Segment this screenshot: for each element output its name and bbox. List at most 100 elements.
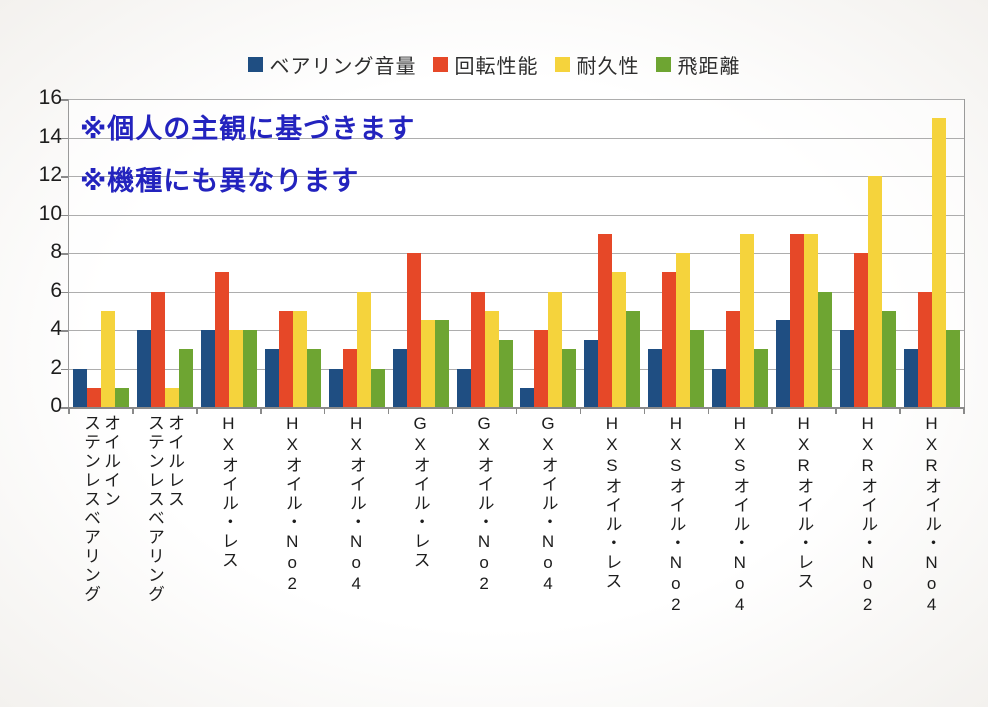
y-tick-label: 16 [38,86,62,109]
bar-耐久性-11 [804,233,819,407]
bar-耐久性-2 [228,330,243,407]
x-tick-mark [451,407,454,414]
bar-ベアリング音量-4 [328,368,343,407]
bar-ベアリング音量-11 [776,320,791,407]
legend-label: 回転性能 [454,56,539,78]
bar-回転性能-10 [726,310,741,407]
bar-飛距離-13 [946,330,961,407]
x-tick-mark [835,407,837,414]
bar-回転性能-11 [790,233,805,407]
x-tick-label: HXオイル・No2 [282,414,302,595]
bar-耐久性-4 [356,291,371,407]
x-tick-mark [899,407,901,414]
bar-耐久性-7 [548,291,563,407]
legend-swatch-icon [554,57,570,72]
gridline [69,214,964,216]
x-tick-label: HXオイル・レス [218,414,238,570]
bar-飛距離-5 [434,320,449,407]
y-axis-labels: 0 2 4 6 8 10 12 14 16 [0,0,62,707]
y-tick-label: 4 [50,317,62,340]
x-tick-mark [387,407,390,414]
bar-回転性能-13 [918,291,933,407]
legend-item: 耐久性 [554,50,640,79]
x-tick-label: GXオイル・No2 [474,414,494,595]
x-tick-label: オイルイン ステンレスベアリング [80,414,120,604]
bar-飛距離-10 [754,349,769,407]
bar-回転性能-0 [86,387,101,407]
bar-飛距離-0 [114,387,129,407]
y-tick-mark [61,291,68,293]
bar-回転性能-3 [278,310,293,407]
y-tick-mark [61,407,68,409]
gridline [69,330,964,331]
bar-回転性能-5 [406,253,421,407]
legend-label: 飛距離 [677,56,741,78]
bar-飛距離-12 [882,310,897,407]
gridline [69,368,964,370]
bar-耐久性-13 [932,118,947,407]
y-tick-label: 2 [50,355,62,379]
bar-ベアリング音量-3 [264,349,279,407]
x-tick-mark [771,407,773,414]
bar-耐久性-10 [740,233,755,407]
x-tick-mark [196,407,198,414]
bar-ベアリング音量-13 [904,349,919,407]
x-tick-mark [323,407,326,414]
annotation-line-2: ※機種にも異なります [80,166,360,197]
legend-swatch-icon [432,57,448,72]
y-tick-mark [61,176,68,178]
y-tick-mark [61,214,68,216]
bar-ベアリング音量-7 [520,387,535,407]
bar-飛距離-11 [818,291,833,407]
bar-飛距離-9 [690,330,705,407]
x-tick-mark [68,407,70,414]
bar-ベアリング音量-12 [840,330,855,407]
x-tick-mark [132,407,134,414]
y-tick-mark [61,137,68,139]
bar-ベアリング音量-1 [136,330,151,407]
legend-item: 飛距離 [655,50,741,79]
x-tick-label: HXSオイル・No4 [730,414,750,616]
bar-耐久性-5 [420,320,435,407]
bar-回転性能-6 [470,291,485,407]
bar-耐久性-9 [676,253,691,407]
x-tick-label: HXSオイル・No2 [666,414,686,616]
x-tick-label: HXオイル・No4 [346,414,366,595]
bar-ベアリング音量-9 [648,349,663,407]
x-tick-mark [260,407,262,414]
bar-飛距離-4 [370,368,385,407]
bar-飛距離-3 [306,349,321,407]
bar-ベアリング音量-6 [456,368,471,407]
x-tick-label: HXSオイル・レス [602,414,622,591]
y-tick-mark [61,99,68,101]
y-tick-mark [61,368,68,370]
bar-飛距離-7 [562,349,577,407]
bar-飛距離-2 [242,330,257,407]
legend: ベアリング音量 回転性能 耐久性 飛距離 [0,50,988,79]
legend-label: 耐久性 [576,56,640,78]
annotation-note: ※個人の主観に基づきます ※機種にも異なります [80,103,415,207]
bar-耐久性-8 [612,272,627,407]
y-tick-mark [61,253,68,255]
y-tick-label: 8 [50,240,62,263]
bar-回転性能-12 [854,253,869,407]
x-tick-label: HXRオイル・No4 [922,414,942,616]
bar-ベアリング音量-5 [392,349,407,407]
bar-回転性能-8 [598,233,613,407]
y-tick-label: 10 [38,201,62,225]
bar-回転性能-7 [534,330,549,407]
bar-ベアリング音量-2 [200,330,215,407]
x-tick-mark [579,407,582,414]
gridline [69,291,964,293]
bar-ベアリング音量-0 [72,368,87,407]
legend-item: ベアリング音量 [247,50,417,79]
y-tick-label: 0 [50,394,62,417]
bar-回転性能-2 [214,272,229,407]
legend-item: 回転性能 [432,50,539,79]
bar-飛距離-1 [178,349,193,407]
bar-飛距離-6 [498,339,513,407]
bar-耐久性-6 [484,310,499,407]
gridline [69,99,964,100]
y-tick-label: 12 [38,163,62,186]
